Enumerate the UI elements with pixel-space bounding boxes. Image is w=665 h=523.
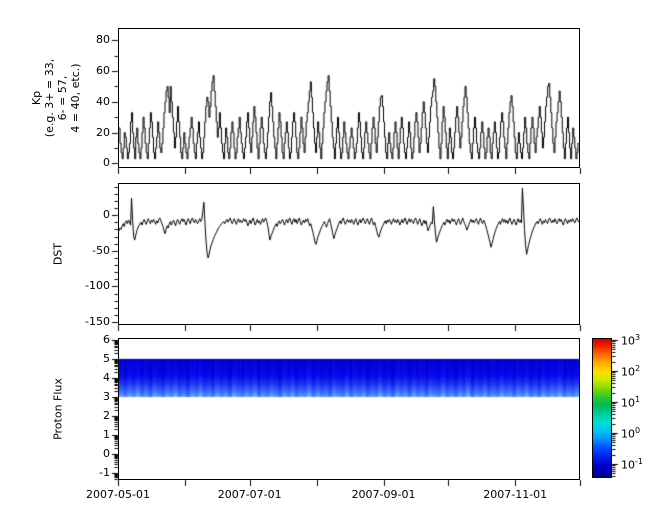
colorbar <box>592 338 612 478</box>
y-tick-label: -1 <box>99 465 110 479</box>
y-tick-label: -100 <box>85 279 110 293</box>
y-tick-label: 2 <box>103 408 110 422</box>
colorbar-tick-base: 10 <box>621 427 635 441</box>
y-tick-label: 80 <box>96 33 110 47</box>
x-tick-label: 2007-07-01 <box>217 488 282 501</box>
colorbar-tick-exponent: 1 <box>635 394 641 404</box>
colorbar-tick-label: 100 <box>621 424 640 441</box>
colorbar-tick-base: 10 <box>621 458 635 472</box>
y-tick-label: 3 <box>103 389 110 403</box>
proton-flux-axis-title: Proton Flux <box>51 378 65 440</box>
colorbar-tick-exponent: 3 <box>635 332 641 342</box>
y-tick-label: 6 <box>103 332 110 346</box>
y-tick-label: 60 <box>96 64 110 78</box>
dst-panel <box>118 183 580 325</box>
y-tick-label: 4 <box>103 370 110 384</box>
dst-series-canvas <box>119 184 579 324</box>
y-tick-label: 20 <box>96 125 110 139</box>
colorbar-tick-label: 103 <box>621 331 640 348</box>
colorbar-tick-exponent: 2 <box>635 363 641 373</box>
kp-panel <box>118 28 580 168</box>
colorbar-tick-base: 10 <box>621 334 635 348</box>
colorbar-tick-label: 10-1 <box>621 455 643 472</box>
colorbar-tick-exponent: -1 <box>635 457 643 467</box>
y-tick-label: 5 <box>103 351 110 365</box>
proton-flux-heatmap-canvas <box>119 339 579 479</box>
kp-series-canvas <box>119 29 579 167</box>
x-tick-label: 2007-05-01 <box>86 488 150 501</box>
y-tick-label: 0 <box>103 446 110 460</box>
y-tick-label: 0 <box>103 208 110 222</box>
colorbar-tick-base: 10 <box>621 396 635 410</box>
y-tick-label: 40 <box>96 94 110 108</box>
x-tick-label: 2007-11-01 <box>483 488 548 501</box>
kp-axis-title-line: Kp <box>30 90 43 106</box>
kp-axis-title-line: (e.g. 3+ = 33, <box>43 58 56 138</box>
y-tick-label: -150 <box>85 315 110 329</box>
colorbar-gradient-canvas <box>593 339 611 477</box>
colorbar-tick-label: 101 <box>621 393 640 410</box>
colorbar-tick-base: 10 <box>621 365 635 379</box>
y-tick-label: -50 <box>92 243 110 257</box>
x-tick-label: 2007-09-01 <box>351 488 416 501</box>
dst-axis-title: DST <box>51 242 65 266</box>
kp-axis-title-line: 6- = 57, <box>56 75 69 121</box>
colorbar-tick-exponent: 0 <box>635 425 641 435</box>
y-tick-label: 1 <box>103 427 110 441</box>
y-tick-label: 0 <box>103 156 110 170</box>
proton-flux-panel <box>118 338 580 480</box>
colorbar-tick-label: 102 <box>621 362 640 379</box>
